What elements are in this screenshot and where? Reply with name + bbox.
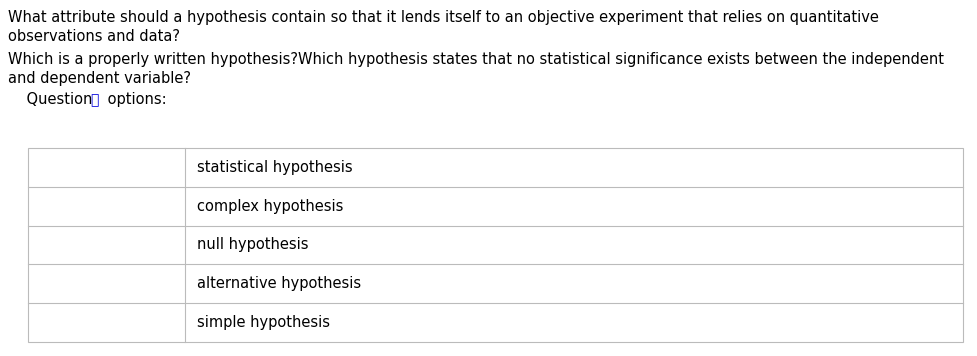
Text: What attribute should a hypothesis contain so that it lends itself to an objecti: What attribute should a hypothesis conta… — [8, 10, 879, 25]
Text: complex hypothesis: complex hypothesis — [197, 199, 343, 214]
Bar — [28, 148, 963, 342]
Text: observations and data?: observations and data? — [8, 29, 180, 44]
Text: Question: Question — [8, 92, 93, 107]
Text: ⓘ: ⓘ — [90, 93, 99, 107]
Text: Which is a properly written hypothesis?Which hypothesis states that no statistic: Which is a properly written hypothesis?W… — [8, 52, 944, 67]
Text: simple hypothesis: simple hypothesis — [197, 315, 330, 330]
Text: statistical hypothesis: statistical hypothesis — [197, 160, 353, 175]
Text: alternative hypothesis: alternative hypothesis — [197, 276, 361, 291]
Text: and dependent variable?: and dependent variable? — [8, 71, 191, 86]
Text: options:: options: — [103, 92, 167, 107]
Text: null hypothesis: null hypothesis — [197, 237, 309, 252]
